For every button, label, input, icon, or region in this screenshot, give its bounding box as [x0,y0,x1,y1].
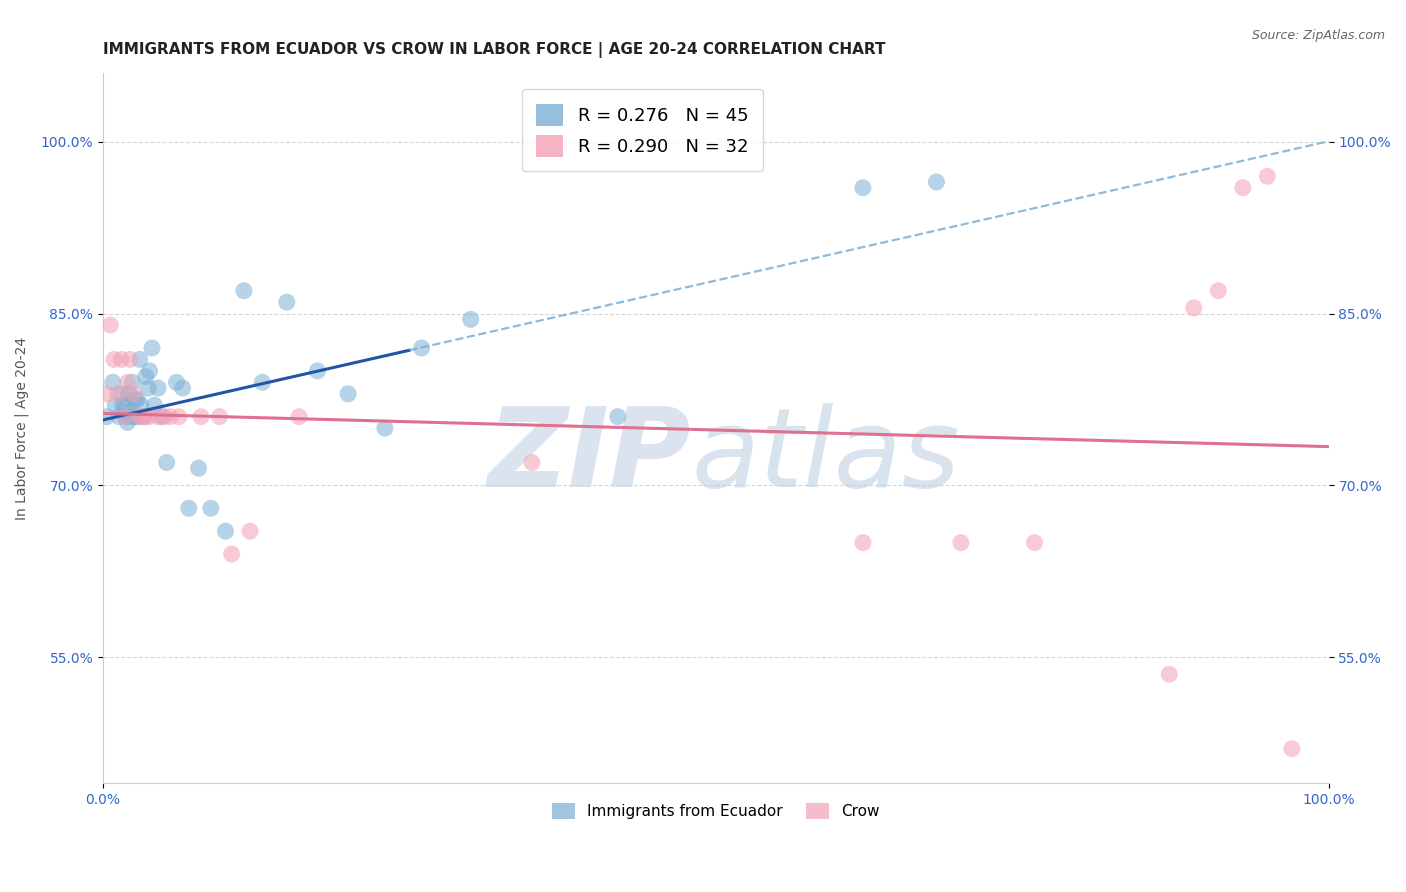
Point [103,352,125,367]
Point [177,501,200,516]
Text: ZIP: ZIP [488,403,692,510]
Point [239,524,262,538]
Point [108,409,131,424]
Point [120,409,142,424]
Point [172,381,194,395]
Point [111,398,134,412]
Point [114,409,136,424]
Point [411,341,433,355]
Point [925,175,948,189]
Point [949,535,972,549]
Point [118,352,141,367]
Point [114,398,136,412]
Point [101,376,124,390]
Point [132,409,155,424]
Point [276,295,298,310]
Point [1024,535,1046,549]
Point [606,409,628,424]
Point [128,352,150,367]
Point [125,409,148,424]
Point [122,409,145,424]
Point [200,501,222,516]
Legend: Immigrants from Ecuador, Crow: Immigrants from Ecuador, Crow [546,797,886,825]
Point [288,409,311,424]
Point [138,364,160,378]
Point [121,376,143,390]
Point [1208,284,1230,298]
Point [159,409,181,424]
Point [131,409,153,424]
Point [118,386,141,401]
Point [115,409,138,424]
Point [135,409,157,424]
Point [1281,741,1303,756]
Point [138,409,160,424]
Point [96,386,118,401]
Point [374,421,396,435]
Point [1232,180,1254,194]
Point [337,386,360,401]
Point [104,398,127,412]
Point [1182,301,1205,315]
Point [1256,169,1278,184]
Point [141,341,163,355]
Text: atlas: atlas [692,403,960,510]
Text: Source: ZipAtlas.com: Source: ZipAtlas.com [1251,29,1385,42]
Point [128,409,150,424]
Point [221,547,243,561]
Point [135,369,157,384]
Point [118,404,141,418]
Point [117,416,139,430]
Point [146,381,169,395]
Point [96,409,118,424]
Point [852,535,875,549]
Point [143,398,166,412]
Point [129,398,152,412]
Point [107,386,129,401]
Point [1159,667,1181,681]
Point [187,461,209,475]
Point [136,381,159,395]
Point [124,392,146,407]
Point [190,409,212,424]
Point [98,318,121,332]
Point [232,284,254,298]
Point [166,376,188,390]
Y-axis label: In Labor Force | Age 20-24: In Labor Force | Age 20-24 [15,336,30,520]
Point [150,409,173,424]
Point [307,364,329,378]
Point [146,409,169,424]
Point [167,409,190,424]
Point [208,409,231,424]
Point [852,180,875,194]
Point [460,312,482,326]
Point [117,376,139,390]
Point [214,524,236,538]
Text: IMMIGRANTS FROM ECUADOR VS CROW IN LABOR FORCE | AGE 20-24 CORRELATION CHART: IMMIGRANTS FROM ECUADOR VS CROW IN LABOR… [103,42,886,58]
Point [122,386,145,401]
Point [156,455,179,469]
Point [252,376,274,390]
Point [110,352,132,367]
Point [153,409,176,424]
Point [110,386,132,401]
Point [520,455,543,469]
Point [127,392,149,407]
